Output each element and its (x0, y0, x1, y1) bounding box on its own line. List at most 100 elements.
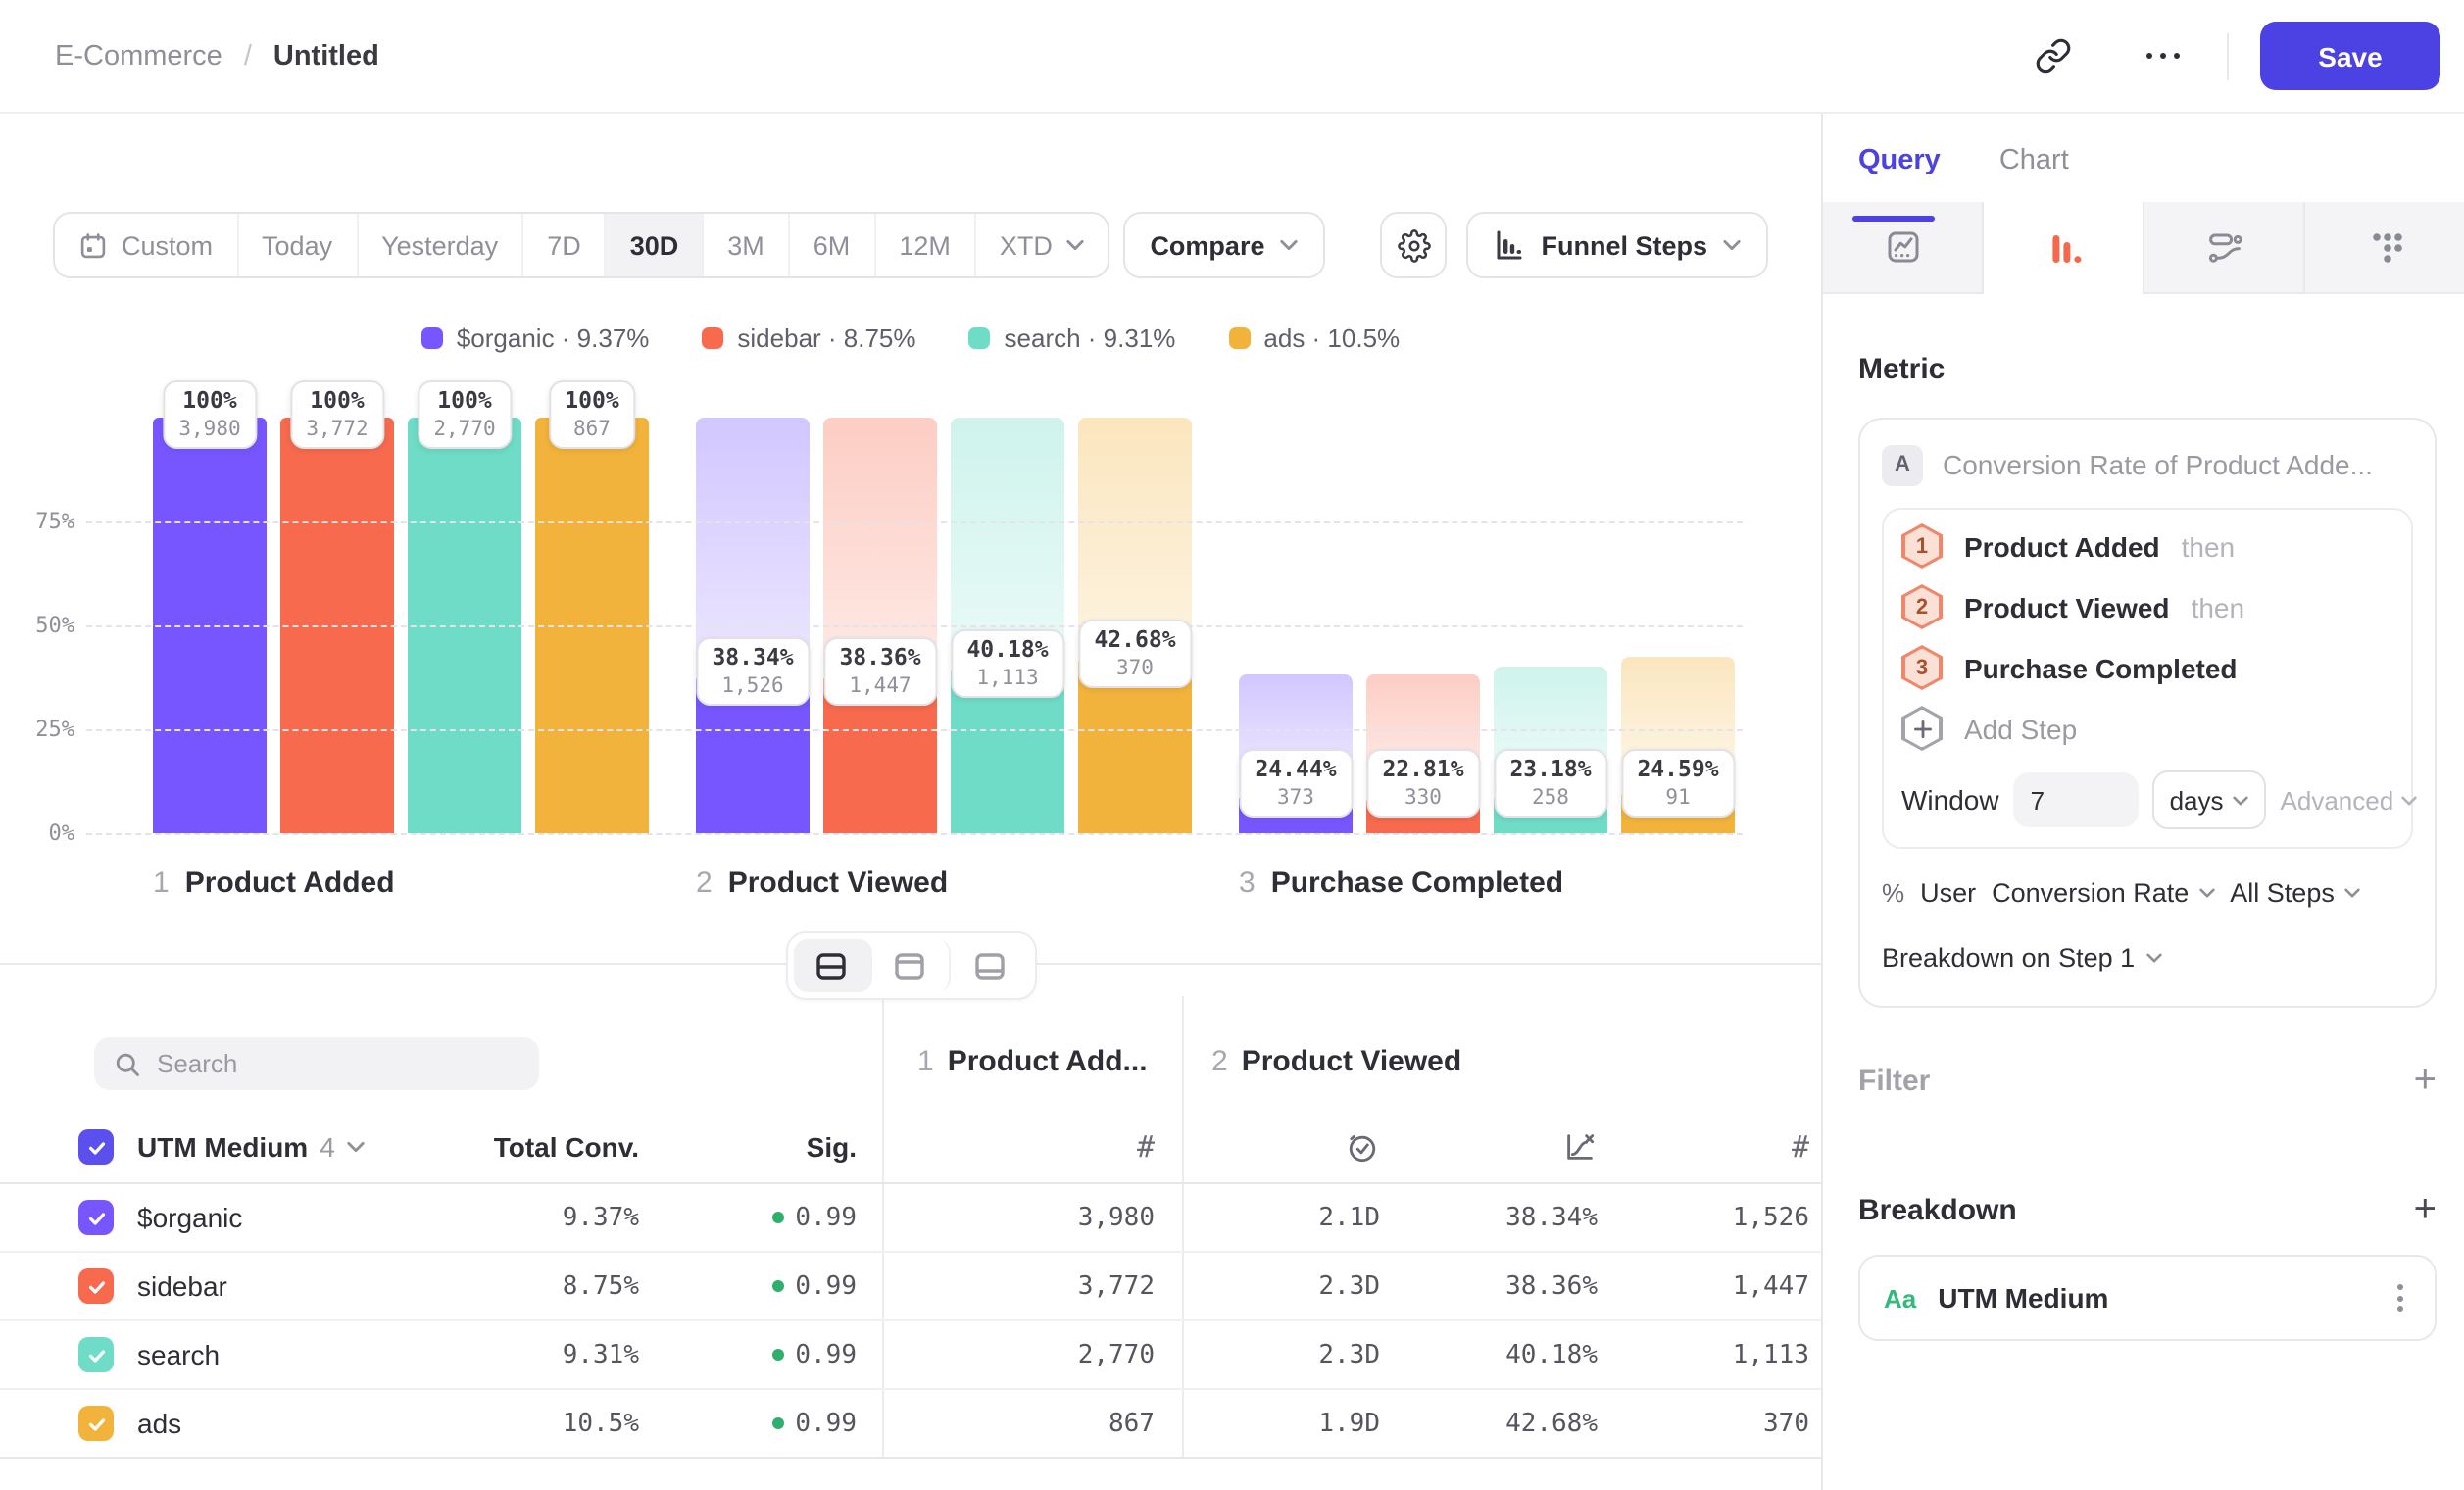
chart-plot-area: 100% 3,980 100% 3,772 100% 2,770 100% 867 38.34%… (0, 380, 1821, 846)
select-all-checkbox[interactable] (78, 1129, 114, 1165)
step-number-badge: 2 (1901, 584, 1943, 629)
breakdown-on-step-dropdown[interactable]: Breakdown on Step 1 (1882, 929, 2413, 984)
range-30d[interactable]: 30D (606, 214, 705, 276)
range-xtd[interactable]: XTD (976, 214, 1108, 276)
measure-row: % User Conversion Rate All Steps (1882, 855, 2413, 929)
count-column-icon[interactable]: # (1136, 1129, 1155, 1165)
retention-tab[interactable] (2303, 202, 2464, 292)
legend-item-ads[interactable]: ads · 10.5% (1228, 323, 1400, 353)
layout-split-button[interactable] (793, 939, 871, 992)
chart-type-dropdown[interactable]: Funnel Steps (1466, 212, 1768, 278)
bar-step3-search: 23.18% 258 (1494, 418, 1607, 833)
gridline-75 (86, 522, 1743, 523)
step-label-2: 2 Product Viewed (696, 867, 1192, 900)
total-conversion-cell: 9.37% (562, 1203, 639, 1232)
conversion-rate-icon[interactable] (1562, 1129, 1598, 1165)
share-link-icon[interactable] (2034, 37, 2071, 74)
add-step-button[interactable]: Add Step (1901, 698, 2393, 759)
table-row-organic[interactable]: $organic 9.37% 0.99 3,980 2.1D 38.34% 1,526 (0, 1184, 1821, 1253)
funnels-tab[interactable] (1982, 202, 2143, 294)
range-6m[interactable]: 6M (790, 214, 876, 276)
step-row-3[interactable]: 3 Purchase Completed (1901, 637, 2393, 698)
range-label: 3M (727, 230, 764, 260)
metric-series-row[interactable]: A Conversion Rate of Product Adde... (1882, 441, 2413, 488)
significance-cell: 0.99 (771, 1203, 857, 1232)
tab-chart[interactable]: Chart (1998, 145, 2069, 176)
insights-tab[interactable] (1823, 202, 1982, 292)
flows-tab[interactable] (2143, 202, 2303, 292)
range-7d[interactable]: 7D (523, 214, 607, 276)
breakdown-column-header[interactable]: UTM Medium 4 (137, 1131, 480, 1163)
add-breakdown-button[interactable]: + (2413, 1188, 2437, 1231)
bar-value-label: 23.18% 258 (1494, 749, 1607, 818)
breadcrumb-project[interactable]: E-Commerce (55, 40, 222, 72)
bar-count: 867 (573, 418, 611, 441)
step1-count-cell: 3,980 (1077, 1203, 1155, 1232)
significance-cell: 0.99 (771, 1271, 857, 1301)
chart-settings-button[interactable] (1380, 212, 1448, 278)
layout-chart-only-button[interactable] (871, 939, 950, 992)
step-name: Product Added (184, 867, 395, 900)
step-row-2[interactable]: 2 Product Viewed then (1901, 576, 2393, 637)
more-options-icon[interactable] (2145, 52, 2180, 60)
row-checkbox[interactable] (78, 1337, 114, 1372)
table-row-sidebar[interactable]: sidebar 8.75% 0.99 3,772 2.3D 38.36% 1,447 (0, 1253, 1821, 1321)
row-checkbox[interactable] (78, 1200, 114, 1235)
total-conv-column-header[interactable]: Total Conv. (493, 1131, 639, 1163)
compare-button[interactable]: Compare (1122, 212, 1326, 278)
sig-column-header[interactable]: Sig. (806, 1131, 857, 1163)
time-to-convert-icon[interactable] (1345, 1129, 1380, 1165)
top-bar-actions: Save (2034, 22, 2440, 90)
kebab-menu-icon[interactable] (2390, 1276, 2411, 1319)
percent-symbol: % (1882, 877, 1905, 907)
range-3m[interactable]: 3M (704, 214, 790, 276)
add-step-hexagon-icon (1901, 706, 1943, 751)
toolbar-divider (2227, 32, 2229, 79)
count-column-icon[interactable]: # (1791, 1129, 1809, 1165)
search-icon (114, 1050, 141, 1077)
step2-rate-cell: 38.34% (1505, 1203, 1598, 1232)
range-label: 7D (547, 230, 581, 260)
bar-pct: 24.44% (1255, 755, 1337, 782)
filter-section-header: Filter + (1858, 1061, 2437, 1100)
layout-table-only-button[interactable] (950, 939, 1028, 992)
row-checkbox[interactable] (78, 1406, 114, 1441)
range-12m[interactable]: 12M (875, 214, 976, 276)
bar-value-label: 24.44% 373 (1239, 749, 1353, 818)
row-checkbox[interactable] (78, 1268, 114, 1304)
gridline-25 (86, 729, 1743, 731)
breakdown-label: Breakdown (1858, 1193, 2017, 1226)
chevron-down-icon (2233, 795, 2249, 805)
breadcrumb-report-title[interactable]: Untitled (272, 40, 379, 72)
advanced-dropdown[interactable]: Advanced (2281, 785, 2418, 815)
step2-count-cell: 1,113 (1732, 1340, 1809, 1369)
measure-metric-dropdown[interactable]: Conversion Rate (1992, 877, 2214, 907)
legend-item-organic[interactable]: $organic · 9.37% (420, 323, 649, 353)
measure-scope-dropdown[interactable]: All Steps (2230, 877, 2360, 907)
bar-step3-organic: 24.44% 373 (1239, 418, 1353, 833)
range-today[interactable]: Today (238, 214, 359, 276)
bar-pct: 100% (182, 386, 237, 414)
measure-entity[interactable]: User (1920, 877, 1977, 907)
step-name: Purchase Completed (1270, 867, 1564, 900)
table-row-ads[interactable]: ads 10.5% 0.99 867 1.9D 42.68% 370 (0, 1390, 1821, 1459)
save-button[interactable]: Save (2260, 22, 2440, 90)
window-unit-dropdown[interactable]: days (2151, 770, 2267, 829)
legend-item-search[interactable]: search · 9.31% (968, 323, 1175, 353)
funnel-steps-editor: 1 Product Added then 2 Product Viewed th… (1882, 508, 2417, 849)
bar-pct: 40.18% (966, 634, 1049, 663)
total-conversion-cell: 10.5% (562, 1409, 639, 1438)
add-filter-button[interactable]: + (2413, 1059, 2437, 1102)
step-name: Product Viewed (727, 867, 949, 900)
range-custom[interactable]: Custom (55, 214, 239, 276)
step-label-1: 1 Product Added (153, 867, 649, 900)
breakdown-item[interactable]: Aa UTM Medium (1858, 1255, 2437, 1341)
table-group-header-step2: 2 Product Viewed (1211, 1045, 1462, 1078)
tab-query[interactable]: Query (1852, 145, 1941, 222)
step-row-1[interactable]: 1 Product Added then (1901, 516, 2393, 576)
legend-item-sidebar[interactable]: sidebar · 8.75% (702, 323, 916, 353)
search-input[interactable] (157, 1049, 519, 1078)
window-value-input[interactable] (2012, 772, 2139, 827)
range-yesterday[interactable]: Yesterday (358, 214, 524, 276)
table-row-search[interactable]: search 9.31% 0.99 2,770 2.3D 40.18% 1,113 (0, 1321, 1821, 1390)
